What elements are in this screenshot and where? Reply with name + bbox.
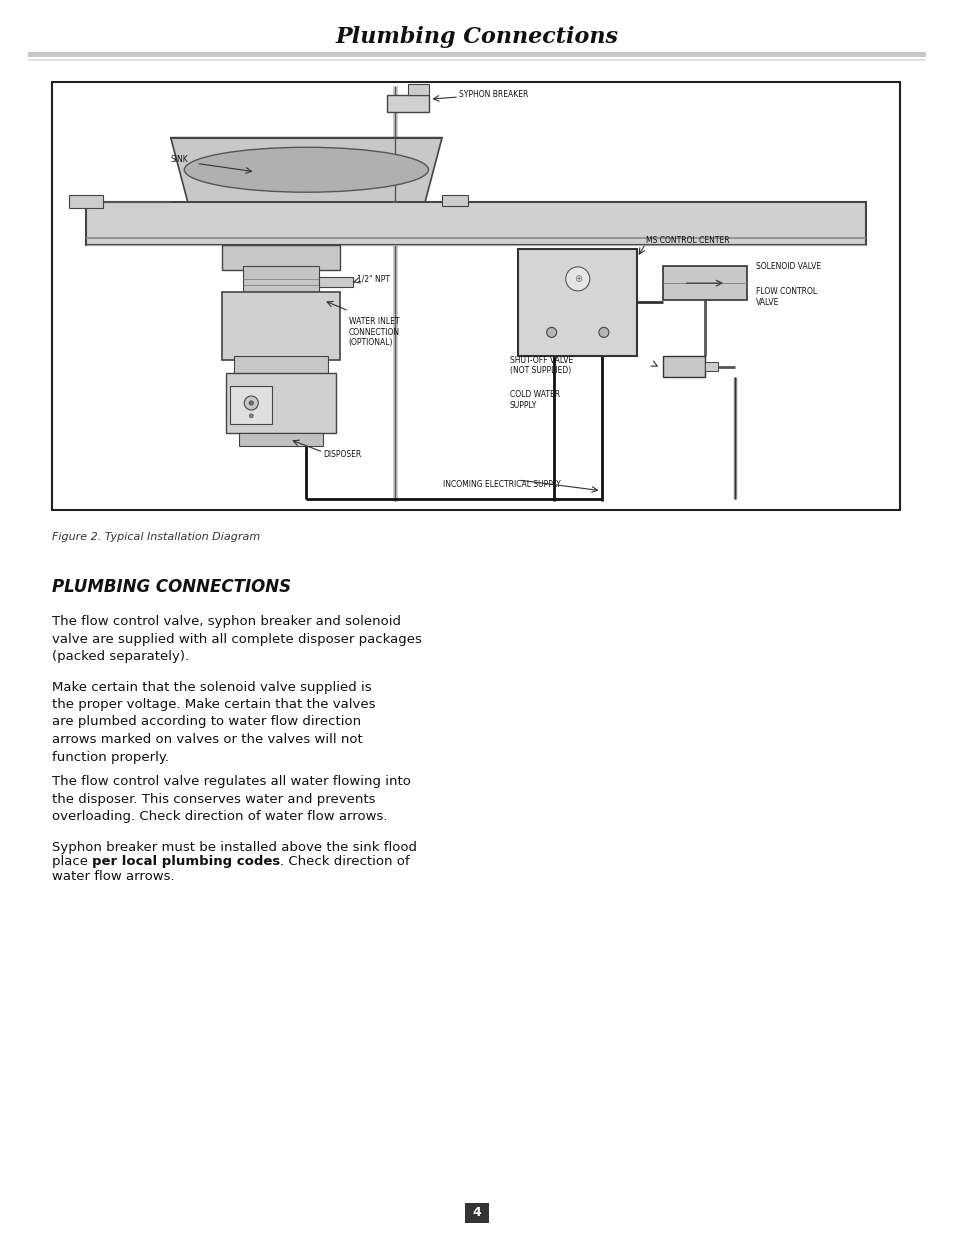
Text: COLD WATER
SUPPLY: COLD WATER SUPPLY [510, 390, 559, 410]
Bar [221, 245, 340, 270]
Bar [704, 362, 717, 370]
Text: . Check direction of: . Check direction of [280, 855, 410, 868]
Ellipse shape [184, 147, 428, 193]
Circle shape [244, 396, 258, 410]
Text: SINK: SINK [171, 154, 189, 163]
Text: MS CONTROL CENTER: MS CONTROL CENTER [645, 236, 728, 245]
Text: FLOW CONTROL
VALVE: FLOW CONTROL VALVE [755, 288, 816, 306]
Text: Plumbing Connections: Plumbing Connections [335, 26, 618, 48]
Bar [387, 95, 429, 112]
Text: INCOMING ELECTRICAL SUPPLY: INCOMING ELECTRICAL SUPPLY [442, 480, 559, 489]
Text: SOLENOID VALVE: SOLENOID VALVE [755, 262, 821, 270]
Circle shape [565, 267, 589, 291]
Circle shape [598, 327, 608, 337]
Bar [86, 201, 865, 245]
Polygon shape [171, 137, 441, 201]
Bar [441, 195, 467, 206]
Circle shape [249, 414, 253, 417]
Bar [234, 356, 327, 378]
Circle shape [546, 327, 556, 337]
Text: Make certain that the solenoid valve supplied is
the proper voltage. Make certai: Make certain that the solenoid valve sup… [52, 680, 375, 763]
Bar [230, 385, 273, 425]
Bar [28, 59, 925, 61]
Bar [662, 266, 746, 300]
Text: per local plumbing codes: per local plumbing codes [92, 855, 280, 868]
Bar [408, 84, 429, 95]
Text: WATER INLET
CONNECTION
(OPTIONAL): WATER INLET CONNECTION (OPTIONAL) [349, 317, 399, 347]
Bar [238, 433, 323, 446]
Text: place: place [52, 855, 92, 868]
Bar [243, 266, 319, 296]
Bar [517, 249, 637, 356]
Text: water flow arrows.: water flow arrows. [52, 869, 174, 883]
Bar [52, 82, 899, 510]
Bar [69, 195, 103, 209]
Text: SYPHON BREAKER: SYPHON BREAKER [458, 90, 528, 99]
Bar [226, 373, 335, 433]
Bar [221, 291, 340, 361]
Bar [28, 52, 925, 57]
Text: PLUMBING CONNECTIONS: PLUMBING CONNECTIONS [52, 578, 291, 597]
Text: The flow control valve, syphon breaker and solenoid
valve are supplied with all : The flow control valve, syphon breaker a… [52, 615, 421, 663]
Text: Syphon breaker must be installed above the sink flood: Syphon breaker must be installed above t… [52, 841, 416, 853]
Text: The flow control valve regulates all water flowing into
the disposer. This conse: The flow control valve regulates all wat… [52, 776, 411, 823]
Text: DISPOSER: DISPOSER [323, 450, 361, 459]
Text: 4: 4 [472, 1207, 481, 1219]
Bar [464, 1203, 489, 1223]
Text: Figure 2. Typical Installation Diagram: Figure 2. Typical Installation Diagram [52, 532, 260, 542]
Text: ⊕: ⊕ [573, 274, 581, 284]
Text: SHUT-OFF VALVE
(NOT SUPPLIED): SHUT-OFF VALVE (NOT SUPPLIED) [510, 356, 573, 375]
Bar [662, 356, 704, 378]
Bar [319, 277, 353, 288]
Circle shape [249, 401, 253, 405]
Text: 1/2" NPT: 1/2" NPT [357, 274, 390, 283]
